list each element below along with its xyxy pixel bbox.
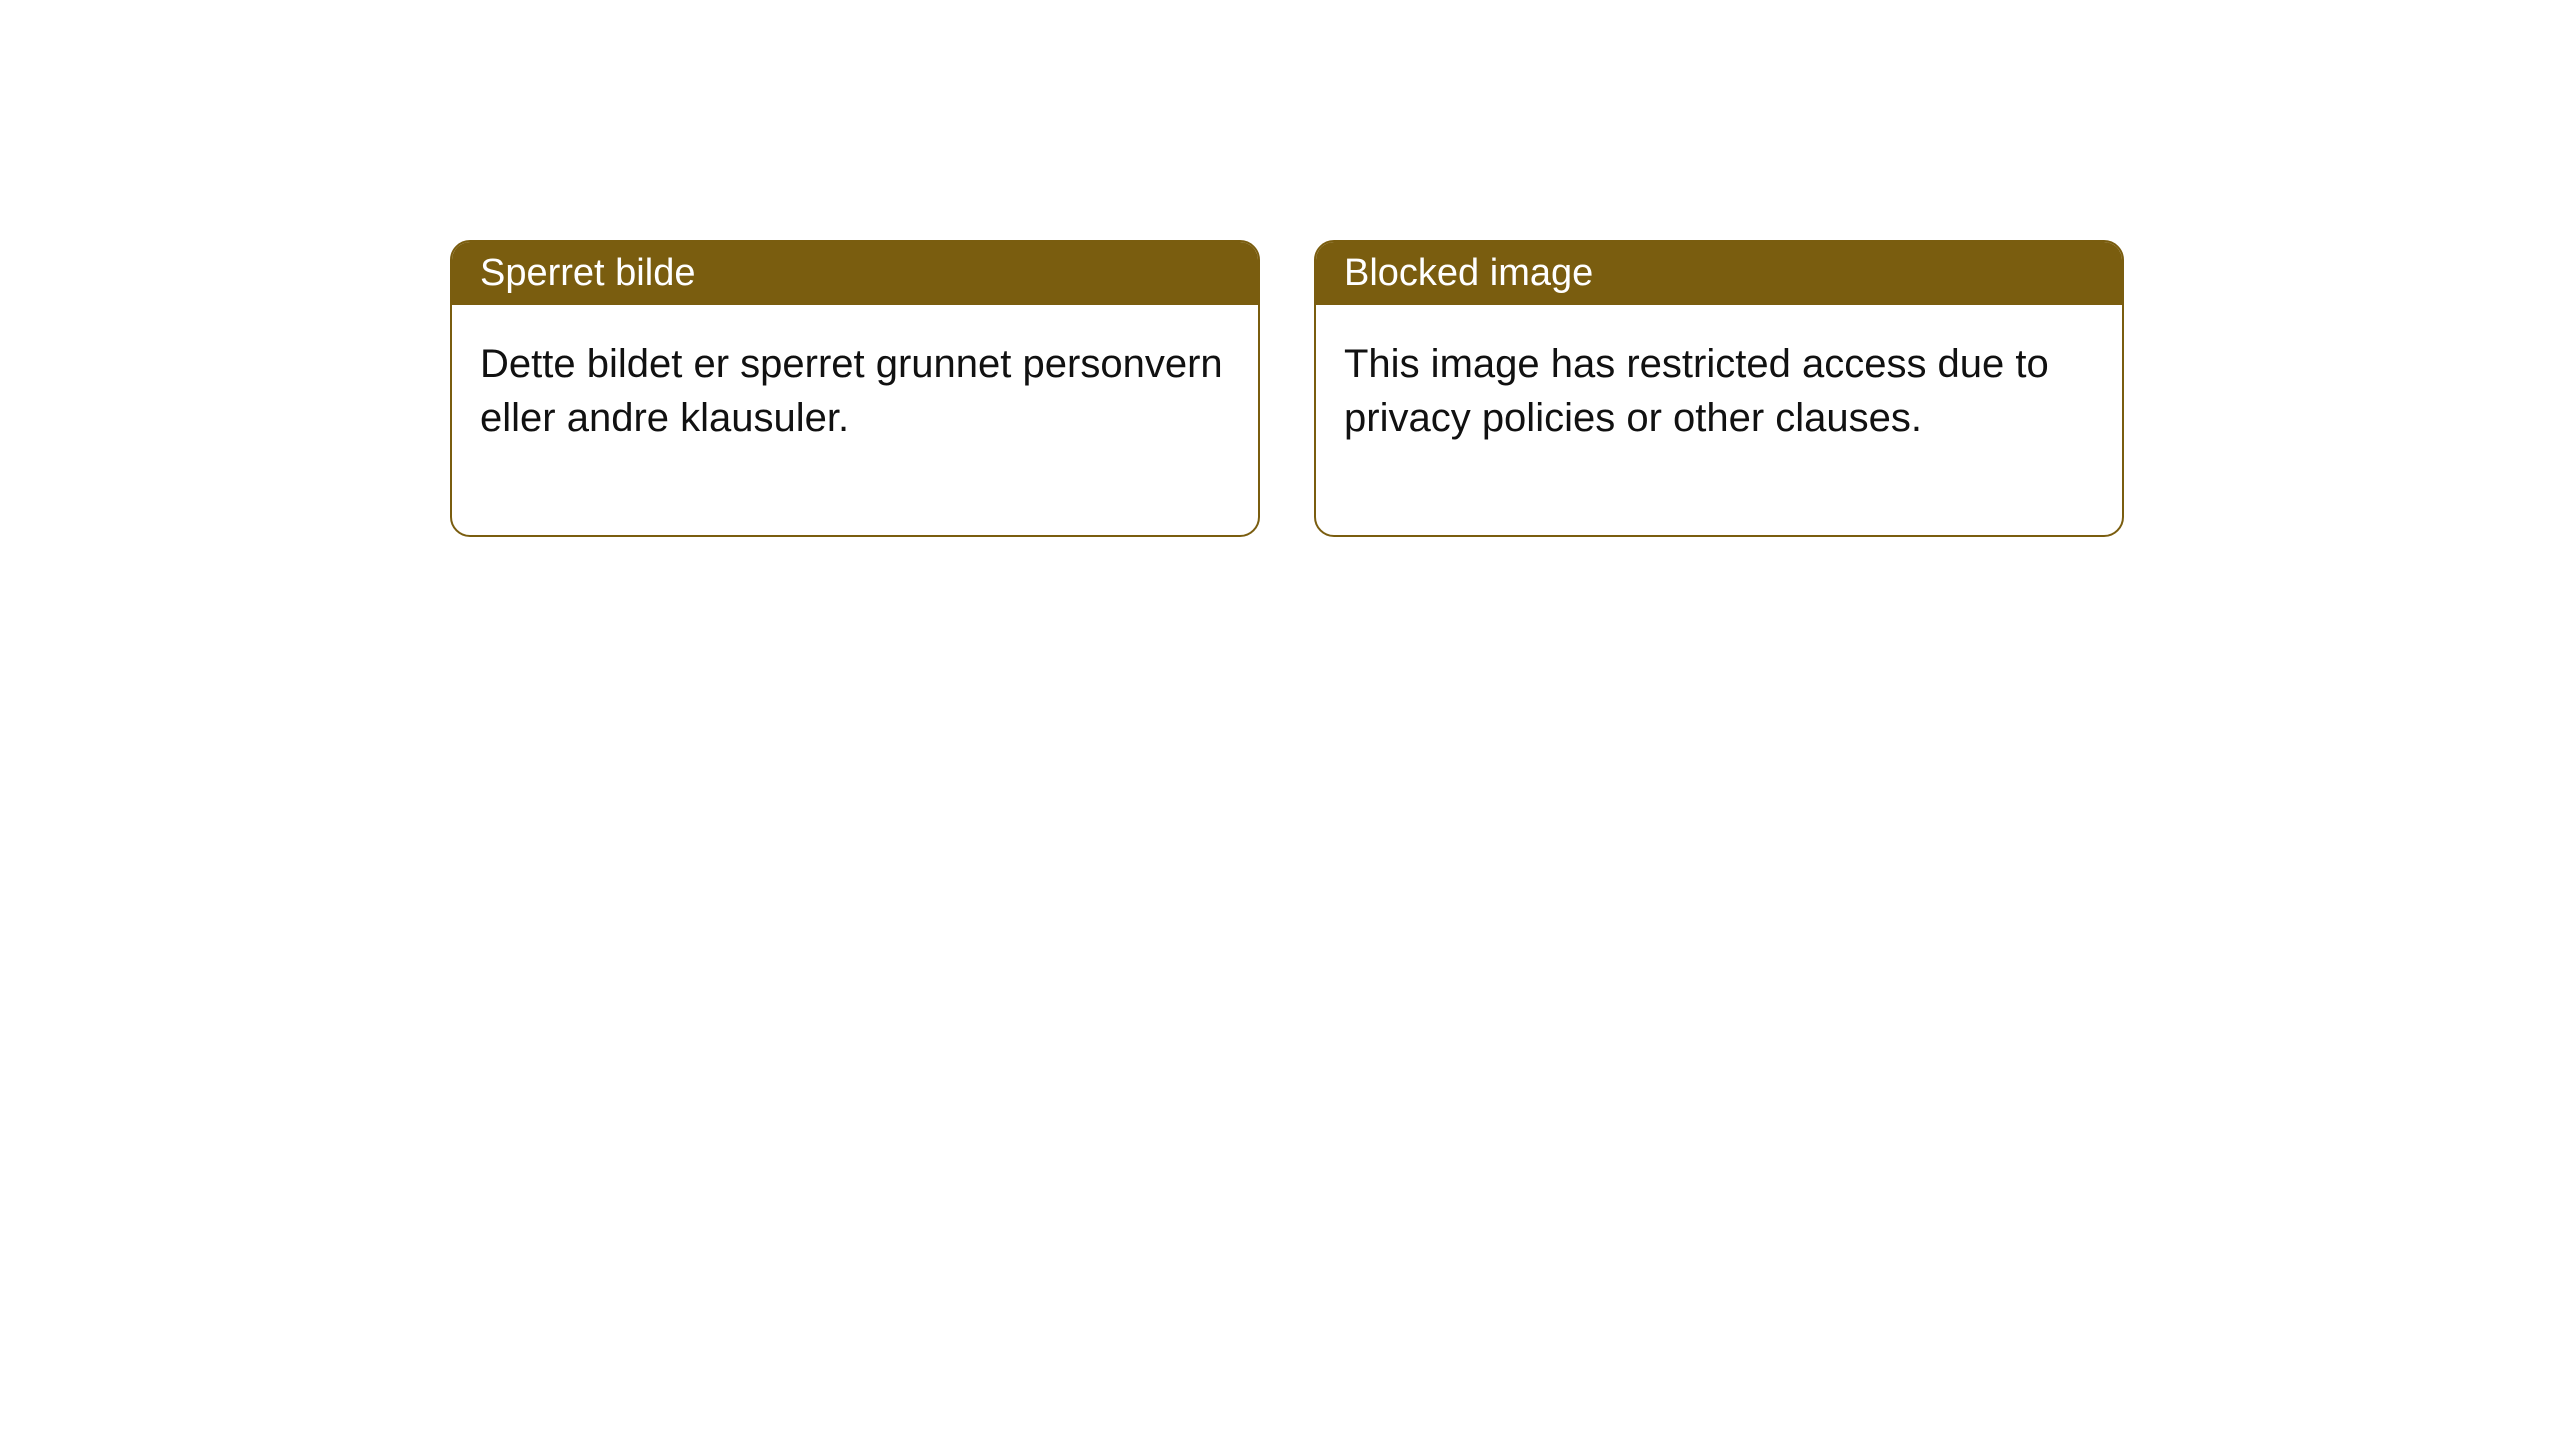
notice-card-title: Blocked image [1316, 242, 2122, 305]
notice-cards-container: Sperret bilde Dette bildet er sperret gr… [450, 240, 2124, 537]
notice-card-title: Sperret bilde [452, 242, 1258, 305]
notice-card-body: Dette bildet er sperret grunnet personve… [452, 305, 1258, 535]
notice-card-norwegian: Sperret bilde Dette bildet er sperret gr… [450, 240, 1260, 537]
notice-card-body: This image has restricted access due to … [1316, 305, 2122, 535]
notice-card-english: Blocked image This image has restricted … [1314, 240, 2124, 537]
